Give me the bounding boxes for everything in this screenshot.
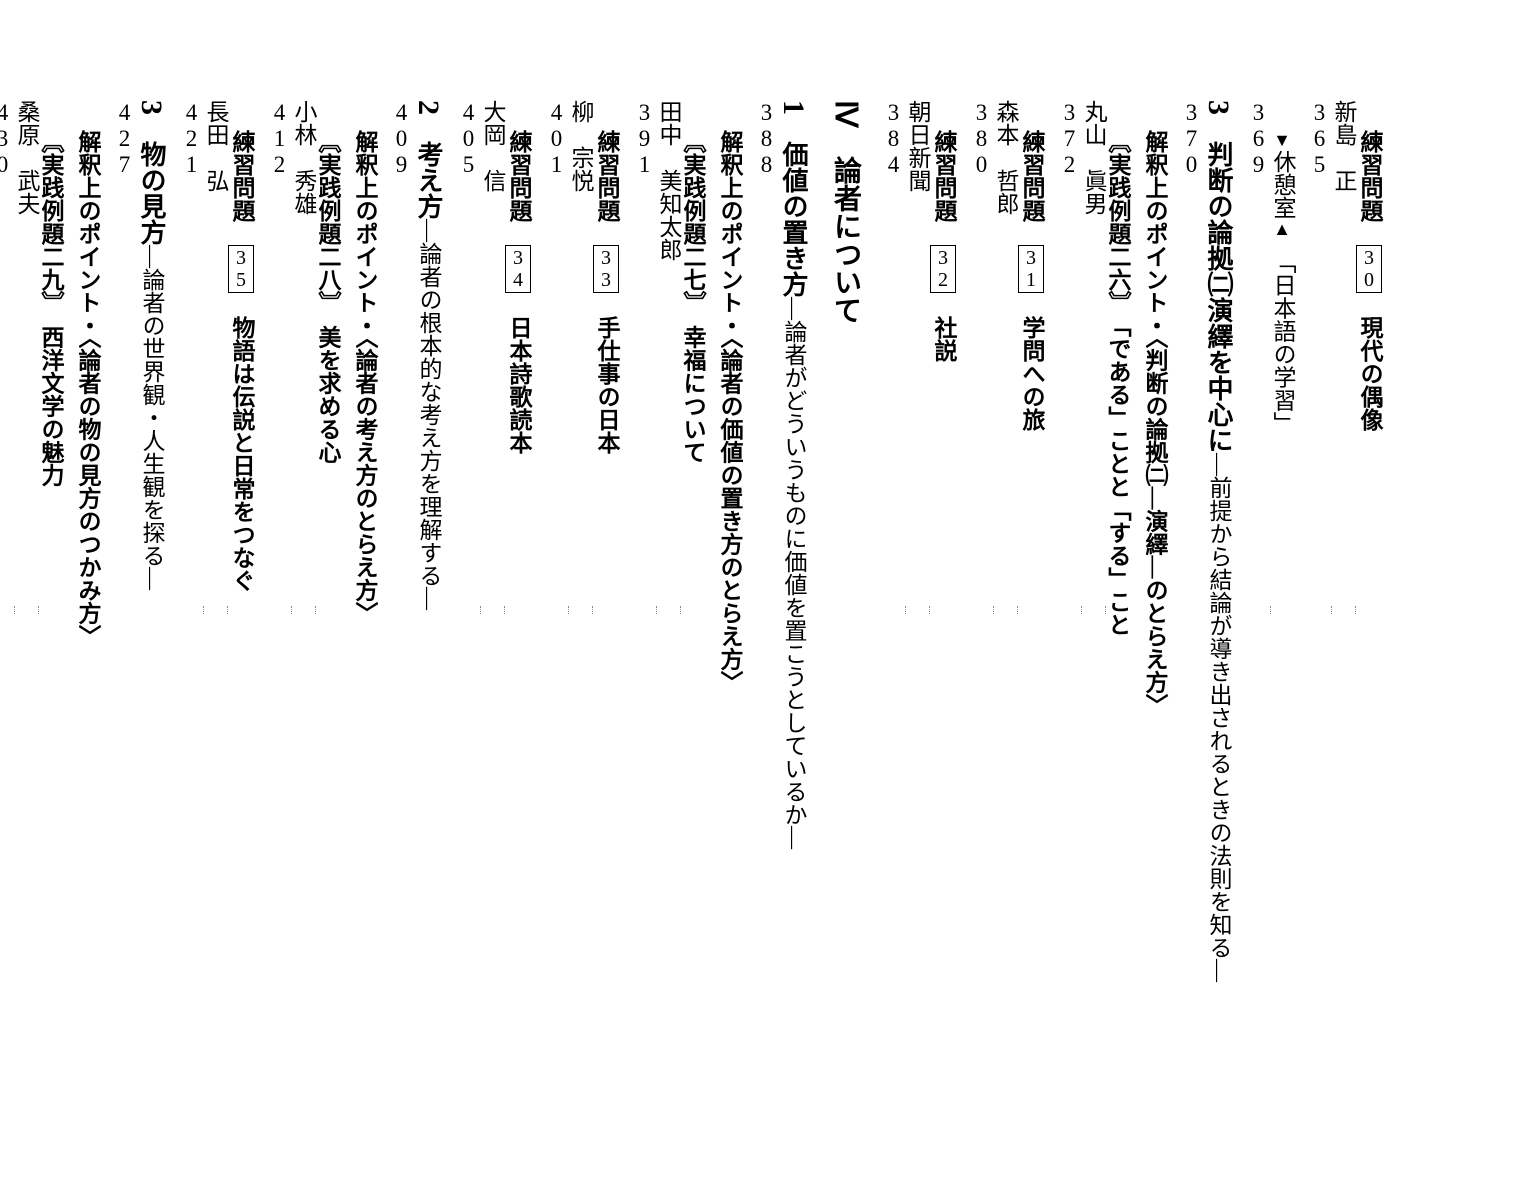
title: 価値の置き方: [779, 141, 808, 297]
sub: ―論者の世界観・人生観を探る―: [139, 245, 164, 590]
sub: 「である」ことと「する」こと: [1105, 326, 1130, 637]
label: 〘実践例題二八〙: [315, 130, 340, 303]
label: 解釈上のポイント・〈論者の価値の置き方のとらえ方〉: [718, 130, 741, 1120]
author: 田中 美知太郎: [657, 100, 680, 1120]
author: 丸山 眞男: [1082, 100, 1105, 1120]
num: 2: [412, 100, 445, 115]
roman: Ⅳ: [829, 100, 862, 128]
label: 練習問題: [229, 130, 254, 222]
title: 論者について: [830, 156, 861, 324]
entry-point-handan: 解釈上のポイント・〈判断の論拠㈡―演繹―のとらえ方〉: [1143, 100, 1166, 1120]
page: 430: [0, 100, 14, 1120]
sub: ―論者がどういうものに価値を置こうとしているか―: [781, 297, 806, 849]
sub: 幸福について: [680, 326, 705, 464]
label: 解釈上のポイント・〈判断の論拠㈡―演繹―のとらえ方〉: [1143, 130, 1166, 1120]
entry-33: 練習問題 33 手仕事の日本 柳 宗悦 401: [545, 100, 619, 1120]
title: 判断の論拠㈡演繹を中心に: [1204, 141, 1233, 453]
author: 柳 宗悦: [569, 100, 592, 1120]
sub: 手仕事の日本: [594, 316, 619, 454]
page: 372: [1058, 100, 1081, 1120]
entry-ex28: 〘実践例題二八〙 美を求める心 小林 秀雄 412: [268, 100, 339, 1120]
title: 考え方: [414, 141, 443, 219]
sub: 西洋文学の魅力: [38, 326, 63, 487]
boxnum-35: 35: [228, 245, 254, 293]
entry-35: 練習問題 35 物語は伝説と日常をつなぐ 長田 弘 421: [180, 100, 254, 1120]
tri-up-icon: [1270, 219, 1295, 239]
page: 421: [180, 100, 203, 1120]
sub: 学問への旅: [1019, 316, 1044, 431]
title: 物の見方: [137, 141, 166, 245]
num: 1: [777, 100, 810, 115]
page: 409: [390, 100, 413, 1120]
section-3-handan: 3 判断の論拠㈡演繹を中心に―前提から結論が導き出されるときの法則を知る― 37…: [1180, 100, 1233, 1120]
page: 365: [1308, 100, 1331, 1120]
label: 練習問題: [506, 130, 531, 222]
entry-30: 練習問題 30 現代の偶像 新島 正 365: [1308, 100, 1382, 1120]
num: 3: [1202, 100, 1235, 115]
tri-down-icon: [1270, 130, 1295, 150]
page: 401: [545, 100, 568, 1120]
page: 391: [633, 100, 656, 1120]
sub: 日本詩歌読本: [506, 316, 531, 454]
sub: 物語は伝説と日常をつなぐ: [229, 316, 254, 592]
entry-ex27: 〘実践例題二七〙 幸福について 田中 美知太郎 391: [633, 100, 704, 1120]
sub: 現代の偶像: [1357, 316, 1382, 431]
boxnum-32: 32: [930, 245, 956, 293]
sub: 美を求める心: [315, 326, 340, 464]
page: 388: [755, 100, 778, 1120]
sub: ―論者の根本的な考え方を理解する―: [416, 219, 441, 610]
leader: [1331, 606, 1332, 614]
sub: 社説: [931, 316, 956, 362]
entry-32: 練習問題 32 社説 朝日新聞 384: [882, 100, 956, 1120]
label: 〘実践例題二七〙: [680, 130, 705, 303]
label: 休憩室: [1270, 150, 1295, 219]
author: 森本 哲郎: [994, 100, 1017, 1120]
sub: ―前提から結論が導き出されるときの法則を知る―: [1206, 453, 1231, 982]
section-3-mononomikata: 3 物の見方―論者の世界観・人生観を探る― 427: [113, 100, 166, 1120]
sub: 「日本語の学習」: [1270, 262, 1295, 435]
page: 405: [457, 100, 480, 1120]
label: 練習問題: [594, 130, 619, 222]
author: 朝日新聞: [906, 100, 929, 1120]
label: 練習問題: [931, 130, 956, 222]
boxnum-31: 31: [1018, 245, 1044, 293]
page: 370: [1180, 100, 1203, 1120]
author: 新島 正: [1332, 100, 1355, 1120]
author: 大岡 信: [481, 100, 504, 1120]
page: 369: [1247, 100, 1270, 1120]
entry-34: 練習問題 34 日本詩歌読本 大岡 信 405: [457, 100, 531, 1120]
page: 412: [268, 100, 291, 1120]
leader: [1355, 606, 1356, 614]
entry-point-kachi: 解釈上のポイント・〈論者の価値の置き方のとらえ方〉: [718, 100, 741, 1120]
section-1-kachi: 1 価値の置き方―論者がどういうものに価値を置こうとしているか― 388: [755, 100, 808, 1120]
boxnum-33: 33: [593, 245, 619, 293]
page: 427: [113, 100, 136, 1120]
entry-point-mono: 解釈上のポイント・〈論者の物の見方のつかみ方〉: [76, 100, 99, 1120]
boxnum-34: 34: [505, 245, 531, 293]
author: 桑原 武夫: [15, 100, 38, 1120]
label: 〘実践例題二九〙: [38, 130, 63, 303]
boxnum-30: 30: [1356, 245, 1382, 293]
label: 練習問題: [1357, 130, 1382, 222]
num: 3: [135, 100, 168, 115]
section-2-kangaekata: 2 考え方―論者の根本的な考え方を理解する― 409: [390, 100, 443, 1120]
page: 384: [882, 100, 905, 1120]
entry-point-kangaekata: 解釈上のポイント・〈論者の考え方のとらえ方〉: [353, 100, 376, 1120]
leader: [1270, 606, 1271, 614]
page: 380: [970, 100, 993, 1120]
entry-31: 練習問題 31 学問への旅 森本 哲郎 380: [970, 100, 1044, 1120]
label: 練習問題: [1019, 130, 1044, 222]
author: 長田 弘: [204, 100, 227, 1120]
author: 小林 秀雄: [292, 100, 315, 1120]
entry-ex29: 〘実践例題二九〙 西洋文学の魅力 桑原 武夫 430: [0, 100, 62, 1120]
label: 解釈上のポイント・〈論者の考え方のとらえ方〉: [353, 130, 376, 1120]
label: 〘実践例題二六〙: [1105, 130, 1130, 303]
entry-ex26: 〘実践例題二六〙 「である」ことと「する」こと 丸山 眞男 372: [1058, 100, 1129, 1120]
entry-kyukeishitsu: 休憩室 「日本語の学習」 369: [1247, 100, 1294, 1120]
label: 解釈上のポイント・〈論者の物の見方のつかみ方〉: [76, 130, 99, 1120]
toc-page: 練習問題 30 現代の偶像 新島 正 365 休憩室 「日本語の学習」 369 …: [140, 100, 1396, 1120]
part-iv: Ⅳ 論者について: [830, 100, 860, 1120]
